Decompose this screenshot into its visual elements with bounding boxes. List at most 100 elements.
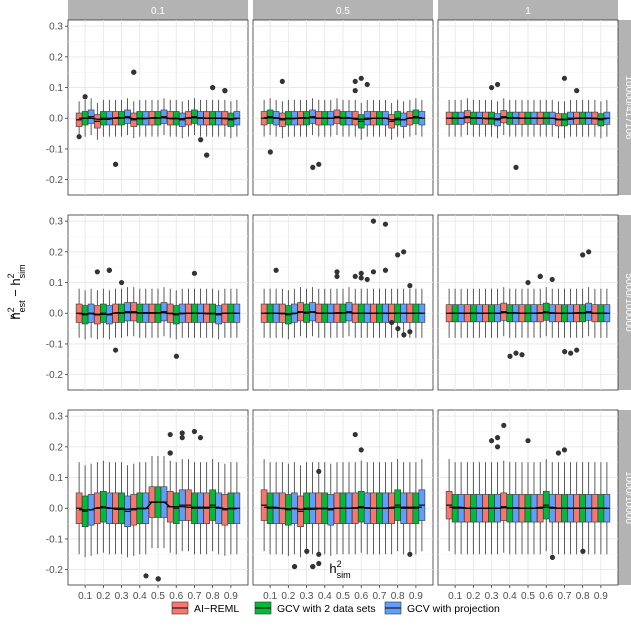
outlier-point [549, 276, 555, 283]
outlier-point [513, 164, 519, 170]
outlier-point [586, 249, 592, 255]
outlier-point [513, 350, 519, 356]
col-strip-label: 0.5 [336, 6, 350, 17]
x-tick-label: 0.4 [133, 591, 147, 602]
outlier-point [364, 276, 370, 283]
y-tick-label: 0.2 [49, 52, 63, 63]
median-line [449, 506, 607, 509]
x-tick-label: 0.9 [409, 591, 423, 602]
legend-item-0: AI−REML [171, 601, 239, 615]
outlier-point [222, 88, 228, 94]
outlier-point [395, 252, 401, 258]
outlier-point [310, 563, 316, 570]
outlier-point [561, 447, 568, 453]
outlier-point [352, 88, 358, 94]
outlier-point [155, 576, 161, 582]
panel-0-1 [252, 19, 434, 196]
outlier-point [507, 353, 513, 359]
x-tick-label: 0.1 [78, 591, 92, 602]
outlier-point [488, 438, 495, 444]
x-tick-label: 0.4 [503, 591, 517, 602]
y-tick-label: 0.1 [49, 473, 63, 484]
outlier-point [179, 430, 185, 436]
outlier-point [370, 218, 377, 224]
col-strip-0.5 [253, 0, 433, 20]
median-line [79, 312, 237, 315]
y-tick-label: -0.2 [46, 565, 64, 576]
outlier-point [401, 249, 407, 255]
outlier-point [310, 164, 316, 170]
x-tick-label: 0.7 [187, 591, 201, 602]
row-strip-label: 1000/10000 [623, 471, 631, 524]
outlier-point [94, 269, 100, 275]
outlier-point [352, 78, 358, 85]
outlier-point [364, 81, 370, 88]
median-line [264, 117, 422, 121]
outlier-point [118, 279, 125, 286]
outlier-point [316, 468, 322, 475]
x-tick-label: 0.3 [485, 591, 499, 602]
outlier-point [519, 352, 525, 358]
legend-item-1: GCV with 2 data sets [254, 601, 376, 615]
y-tick-label: 0.1 [49, 278, 63, 289]
y-tick-label: 0.3 [49, 412, 63, 423]
outlier-point [204, 152, 210, 158]
col-strip-1 [438, 0, 618, 20]
row-strip-label: 5000/100000 [623, 273, 631, 332]
outlier-point [562, 349, 568, 355]
outlier-point [291, 563, 298, 570]
outlier-point [173, 353, 180, 359]
x-tick-label: 0.7 [557, 591, 571, 602]
x-tick-label: 0.2 [466, 591, 480, 602]
x-tick-label: 0.5 [521, 591, 535, 602]
x-tick-label: 0.6 [539, 591, 553, 602]
outlier-point [267, 149, 273, 155]
outlier-point [191, 428, 198, 435]
x-tick-label: 0.8 [576, 591, 590, 602]
x-tick-label: 0.6 [354, 591, 368, 602]
outlier-point [488, 84, 495, 91]
y-tick-label: 0.1 [49, 83, 63, 94]
outlier-point [358, 270, 364, 276]
panel-0-0: -0.2 -0.1 0.0 0.1 0.2 0.3 [46, 19, 249, 196]
outlier-point [143, 573, 149, 579]
x-axis-title: h2 sim [329, 559, 350, 580]
x-tick-label: 0.8 [391, 591, 405, 602]
outlier-point [131, 69, 137, 75]
outlier-point [561, 75, 568, 81]
outlier-point [358, 75, 364, 81]
outlier-point [494, 435, 501, 441]
outlier-point [401, 332, 407, 338]
outlier-point [525, 279, 531, 286]
outlier-point [358, 447, 364, 453]
outlier-point [549, 554, 556, 560]
y-tick-label: 0.0 [49, 504, 63, 515]
x-tick-label: 0.9 [224, 591, 238, 602]
outlier-point [352, 273, 358, 280]
y-tick-label: -0.1 [46, 144, 64, 155]
outlier-point [580, 252, 586, 258]
outlier-point [525, 438, 531, 444]
median-line [264, 506, 422, 510]
outlier-point [568, 350, 574, 356]
row-strip-label: 10000/417106 [623, 76, 631, 140]
x-tick-label: 0.3 [115, 591, 129, 602]
legend-label: GCV with projection [407, 603, 500, 615]
x-tick-label: 0.5 [336, 591, 350, 602]
y-tick-label: 0.0 [49, 309, 63, 320]
outlier-point [389, 319, 395, 326]
legend-label: GCV with 2 data sets [277, 603, 376, 615]
outlier-point [106, 267, 112, 273]
outlier-point [407, 551, 413, 557]
outlier-point [574, 88, 580, 94]
outlier-point [537, 273, 543, 280]
median-line [79, 501, 237, 511]
outlier-point [179, 435, 185, 441]
outlier-point [352, 431, 358, 438]
panel-2-2: 0.1 0.2 0.3 0.4 0.5 0.6 0.7 0.8 0.9 [437, 409, 619, 602]
y-tick-label: -0.1 [46, 534, 64, 545]
x-tick-label: 0.8 [206, 591, 220, 602]
y-tick-label: -0.2 [46, 370, 64, 381]
median-line [449, 312, 607, 314]
